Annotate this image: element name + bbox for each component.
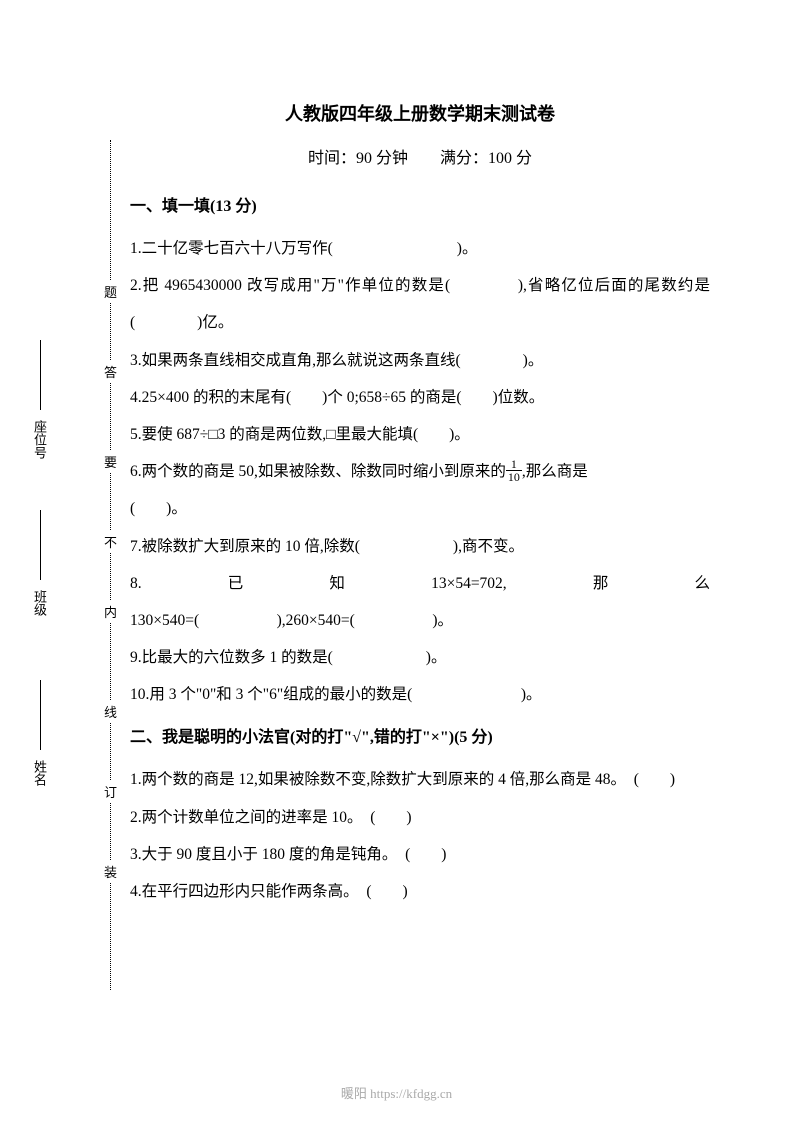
section1-heading: 一、填一填(13 分) [130,192,710,216]
binding-char: 订 [104,780,117,803]
binding-char: 线 [104,700,117,723]
content-area: 人教版四年级上册数学期末测试卷 时间：90 分钟 满分：100 分 一、填一填(… [130,100,710,910]
footer-watermark: 暖阳 https://kfdgg.cn [0,1083,793,1102]
q8a: 8. [130,565,142,602]
q6-part-b: ,那么商是 [522,463,588,480]
question-1-3: 3.如果两条直线相交成直角,那么就说这两条直线( )。 [130,342,710,379]
question-1-9: 9.比最大的六位数多 1 的数是( )。 [130,639,710,676]
section2-heading: 二、我是聪明的小法官(对的打"√",错的打"×")(5 分) [130,723,710,747]
binding-char: 要 [104,450,117,473]
binding-char: 不 [104,530,117,553]
question-1-8-line1: 8. 已 知 13×54=702, 那 么 [130,565,710,602]
question-1-8-line2: 130×540=( ),260×540=( )。 [130,602,710,639]
q6-part-c: ( )。 [130,500,187,517]
question-2-3: 3.大于 90 度且小于 180 度的角是钝角。 ( ) [130,836,710,873]
margin-underline-class [40,510,41,580]
margin-underline-name [40,680,41,750]
question-1-10: 10.用 3 个"0"和 3 个"6"组成的最小的数是( )。 [130,676,710,713]
binding-char: 答 [104,360,117,383]
margin-underline-seat [40,340,41,410]
q8b: 已 [228,565,244,602]
exam-subtitle: 时间：90 分钟 满分：100 分 [130,144,710,168]
question-2-1: 1.两个数的商是 12,如果被除数不变,除数扩大到原来的 4 倍,那么商是 48… [130,761,710,798]
q8c: 知 [329,565,345,602]
question-1-2: 2.把 4965430000 改写成用"万"作单位的数是( ),省略亿位后面的尾… [130,267,710,341]
margin-field-seat: 座位号 [30,420,49,459]
q6-part-a: 6.两个数的商是 50,如果被除数、除数同时缩小到原来的 [130,463,506,480]
question-1-5: 5.要使 687÷□3 的商是两位数,□里最大能填( )。 [130,416,710,453]
question-2-4: 4.在平行四边形内只能作两条高。 ( ) [130,873,710,910]
question-1-6: 6.两个数的商是 50,如果被除数、除数同时缩小到原来的110,那么商是 ( )… [130,453,710,527]
q8f: 么 [694,565,710,602]
binding-char: 装 [104,860,117,883]
question-1-4: 4.25×400 的积的末尾有( )个 0;658÷65 的商是( )位数。 [130,379,710,416]
margin-field-class: 班级 [30,590,49,616]
q8d: 13×54=702, [431,565,507,602]
binding-margin: 姓名 班级 座位号 装 订 线 内 不 要 答 题 [60,140,120,990]
question-2-2: 2.两个计数单位之间的进率是 10。 ( ) [130,799,710,836]
binding-char: 内 [104,600,117,623]
binding-char: 题 [104,280,117,303]
fraction-icon: 110 [506,458,522,483]
question-1-7: 7.被除数扩大到原来的 10 倍,除数( ),商不变。 [130,528,710,565]
q8e: 那 [593,565,609,602]
page: 姓名 班级 座位号 装 订 线 内 不 要 答 题 人教版四年级上册数学期末测试… [0,0,793,1122]
question-1-1: 1.二十亿零七百六十八万写作( )。 [130,230,710,267]
fraction-denominator: 10 [506,471,522,483]
margin-field-name: 姓名 [30,760,49,786]
exam-title: 人教版四年级上册数学期末测试卷 [130,100,710,126]
